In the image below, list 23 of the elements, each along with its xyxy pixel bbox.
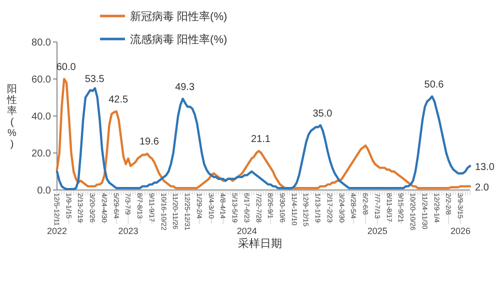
legend-label: 流感病毒 阳性率(%) <box>130 33 228 46</box>
data-label: 35.0 <box>312 108 333 120</box>
data-label: 53.5 <box>84 74 105 86</box>
annotation: 2022 <box>46 226 68 236</box>
data-label: 49.3 <box>175 82 195 93</box>
data-label: 42.5 <box>108 94 129 106</box>
data-label: 2.0 <box>475 182 490 194</box>
data-label: 19.6 <box>139 136 160 148</box>
y-tick-label: 0.0 <box>37 186 52 196</box>
annotation: 2025 <box>367 226 388 236</box>
data-label: 50.6 <box>424 79 444 90</box>
x-axis-title: 采样日期 <box>238 237 282 250</box>
legend-label: 新冠病毒 阳性率(%) <box>130 10 228 23</box>
y-tick-label: 40.0 <box>32 112 52 122</box>
y-tick-label: 20.0 <box>32 148 52 160</box>
annotation: 2024 <box>236 226 257 236</box>
data-label: 21.1 <box>251 134 271 145</box>
data-label: 13.0 <box>475 162 495 173</box>
annotation: 2023 <box>118 226 138 236</box>
y-tick-label: 60.0 <box>32 74 52 86</box>
y-axis-title: 阳性率(%) <box>6 84 17 150</box>
annotation: 2026 <box>450 226 471 236</box>
y-tick-label: 80.0 <box>32 38 52 48</box>
